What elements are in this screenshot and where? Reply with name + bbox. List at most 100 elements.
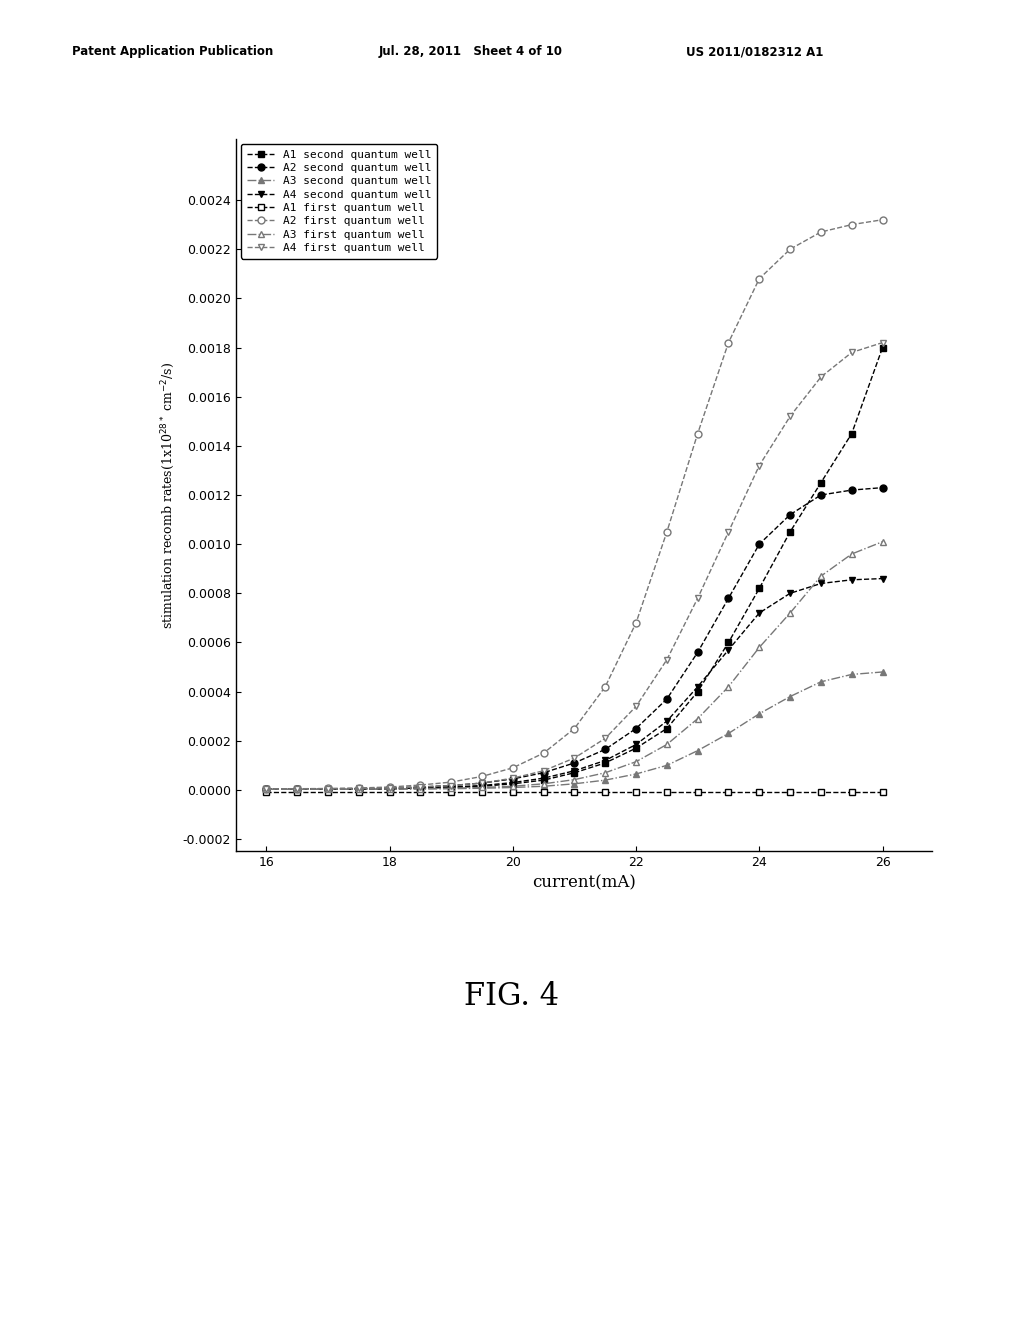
A3 second quantum well	[722, 726, 734, 742]
A2 first quantum well	[568, 721, 581, 737]
A3 first quantum well	[754, 639, 766, 655]
A3 second quantum well	[846, 667, 858, 682]
Line: A4 first quantum well: A4 first quantum well	[263, 339, 886, 792]
A4 first quantum well	[352, 780, 365, 796]
A1 second quantum well	[260, 781, 272, 797]
A2 first quantum well	[383, 779, 395, 795]
A1 first quantum well	[415, 784, 427, 800]
A1 first quantum well	[599, 784, 611, 800]
A2 second quantum well	[660, 692, 673, 708]
A4 second quantum well	[322, 781, 334, 797]
A2 first quantum well	[691, 425, 703, 441]
A1 second quantum well	[352, 781, 365, 797]
Line: A3 first quantum well: A3 first quantum well	[263, 539, 886, 793]
A2 second quantum well	[445, 777, 458, 793]
A4 first quantum well	[846, 345, 858, 360]
A3 second quantum well	[877, 664, 889, 680]
A2 first quantum well	[415, 777, 427, 793]
Line: A2 second quantum well: A2 second quantum well	[263, 484, 886, 792]
A1 first quantum well	[815, 784, 827, 800]
Text: US 2011/0182312 A1: US 2011/0182312 A1	[686, 45, 823, 58]
A3 second quantum well	[507, 780, 519, 796]
A3 first quantum well	[630, 754, 642, 770]
A1 second quantum well	[877, 339, 889, 355]
A2 first quantum well	[660, 524, 673, 540]
Line: A1 second quantum well: A1 second quantum well	[263, 345, 886, 792]
A1 first quantum well	[538, 784, 550, 800]
A4 second quantum well	[507, 775, 519, 791]
A4 first quantum well	[754, 458, 766, 474]
A1 first quantum well	[722, 784, 734, 800]
A1 second quantum well	[568, 764, 581, 780]
A1 first quantum well	[691, 784, 703, 800]
A1 second quantum well	[754, 581, 766, 597]
A3 second quantum well	[415, 781, 427, 797]
A2 second quantum well	[260, 781, 272, 797]
A3 second quantum well	[476, 780, 488, 796]
A3 first quantum well	[445, 780, 458, 796]
Legend: A1 second quantum well, A2 second quantum well, A3 second quantum well, A4 secon: A1 second quantum well, A2 second quantu…	[241, 144, 437, 259]
A3 second quantum well	[691, 743, 703, 759]
Line: A4 second quantum well: A4 second quantum well	[263, 576, 886, 792]
A1 first quantum well	[445, 784, 458, 800]
A3 first quantum well	[784, 605, 797, 620]
A1 first quantum well	[754, 784, 766, 800]
A4 second quantum well	[291, 781, 303, 797]
A1 second quantum well	[846, 425, 858, 441]
A4 second quantum well	[784, 585, 797, 601]
A3 second quantum well	[538, 779, 550, 795]
A2 first quantum well	[877, 211, 889, 227]
A4 first quantum well	[568, 750, 581, 766]
A1 second quantum well	[599, 755, 611, 771]
A2 second quantum well	[538, 764, 550, 780]
A3 first quantum well	[383, 781, 395, 797]
A2 first quantum well	[815, 224, 827, 240]
A4 second quantum well	[846, 572, 858, 587]
A4 first quantum well	[445, 777, 458, 793]
A4 second quantum well	[415, 780, 427, 796]
A1 first quantum well	[507, 784, 519, 800]
A2 second quantum well	[476, 775, 488, 791]
A1 second quantum well	[507, 776, 519, 792]
A2 second quantum well	[322, 781, 334, 797]
Y-axis label: stimulation recomb rates(1x10$^{28*}$ cm$^{-2}$/s): stimulation recomb rates(1x10$^{28*}$ cm…	[159, 362, 177, 628]
A4 first quantum well	[260, 781, 272, 797]
A1 second quantum well	[322, 781, 334, 797]
A4 second quantum well	[260, 781, 272, 797]
A3 first quantum well	[260, 781, 272, 797]
A1 first quantum well	[877, 784, 889, 800]
A4 second quantum well	[630, 737, 642, 752]
A2 second quantum well	[784, 507, 797, 523]
A2 first quantum well	[352, 780, 365, 796]
A4 second quantum well	[538, 771, 550, 787]
A3 second quantum well	[352, 781, 365, 797]
A1 first quantum well	[383, 784, 395, 800]
A4 second quantum well	[722, 642, 734, 657]
Line: A1 first quantum well: A1 first quantum well	[263, 789, 886, 796]
A1 first quantum well	[291, 784, 303, 800]
A1 first quantum well	[260, 784, 272, 800]
A3 second quantum well	[754, 706, 766, 722]
A3 first quantum well	[691, 710, 703, 726]
A1 first quantum well	[568, 784, 581, 800]
Text: Patent Application Publication: Patent Application Publication	[72, 45, 273, 58]
A4 first quantum well	[630, 698, 642, 714]
A3 first quantum well	[722, 678, 734, 694]
A3 second quantum well	[568, 776, 581, 792]
X-axis label: current(mA): current(mA)	[531, 875, 636, 892]
A2 second quantum well	[846, 482, 858, 498]
Text: FIG. 4: FIG. 4	[465, 981, 559, 1012]
A2 second quantum well	[877, 479, 889, 495]
A4 first quantum well	[291, 781, 303, 797]
A2 first quantum well	[754, 271, 766, 286]
A2 first quantum well	[630, 615, 642, 631]
A4 second quantum well	[599, 752, 611, 768]
Line: A2 first quantum well: A2 first quantum well	[263, 216, 886, 792]
A2 second quantum well	[722, 590, 734, 606]
A4 first quantum well	[322, 781, 334, 797]
A4 first quantum well	[415, 779, 427, 795]
A2 second quantum well	[415, 779, 427, 795]
A2 first quantum well	[784, 242, 797, 257]
A4 second quantum well	[877, 570, 889, 586]
A2 second quantum well	[352, 781, 365, 797]
